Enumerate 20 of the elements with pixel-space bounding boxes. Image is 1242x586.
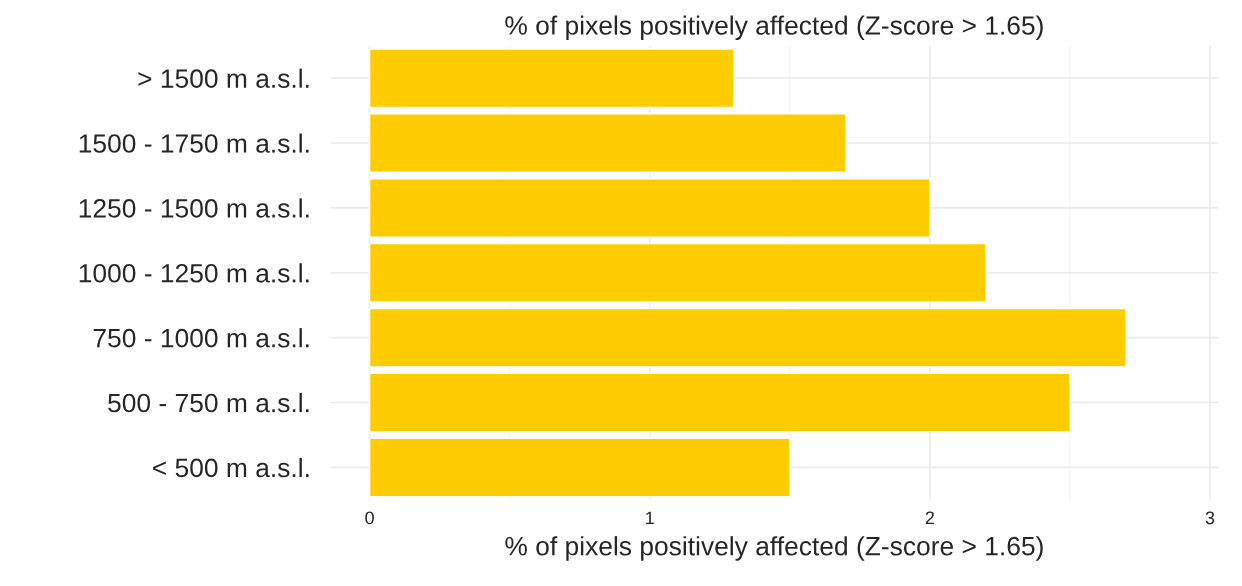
x-tick-label: 3 [1205,511,1215,525]
bar [368,113,847,173]
y-tick-label: 500 - 750 m a.s.l. [108,392,309,413]
bar [368,372,1071,433]
x-axis-title: % of pixels positively affected (Z-score > 1.65) [505,536,1043,561]
y-tick-label: > 1500 m a.s.l. [138,68,309,88]
bar [368,48,735,109]
x-tick-label: 0 [365,511,374,525]
x-tick-label: 2 [925,511,934,525]
y-tick-label: < 500 m a.s.l. [153,457,309,478]
x-tick-label: 1 [646,511,654,525]
y-tick-label: 750 - 1000 m a.s.l. [93,328,309,348]
bar [368,437,791,498]
bar [368,242,987,303]
chart-title: % of pixels positively affected (Z-score > 1.65) [505,15,1043,41]
y-tick-label: 1250 - 1500 m a.s.l. [79,198,309,218]
y-tick-label: 1000 - 1250 m a.s.l. [79,263,309,283]
y-tick-label: 1500 - 1750 m a.s.l. [79,133,309,153]
bar [368,178,931,238]
bar [368,307,1127,368]
